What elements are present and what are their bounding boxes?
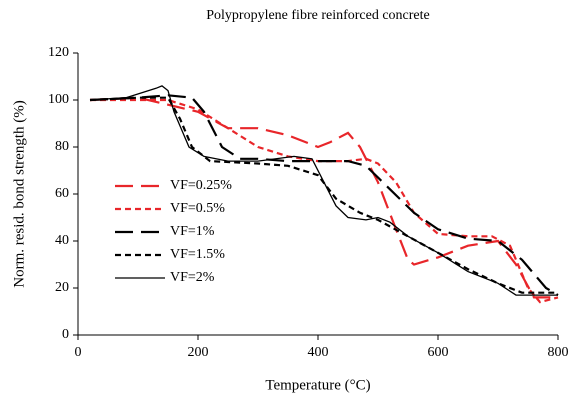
x-tick-label: 200	[188, 345, 209, 360]
y-tick-label: 100	[48, 92, 69, 107]
series-line	[89, 96, 558, 299]
x-axis-label: Temperature (°C)	[265, 377, 370, 393]
y-axis-label: Norm. resid. bond strength (%)	[11, 100, 27, 287]
series-line	[90, 98, 559, 304]
x-tick-label: 400	[308, 345, 329, 360]
y-tick-label: 120	[48, 45, 69, 60]
series-line	[89, 85, 558, 296]
legend-label: VF=1%	[170, 224, 215, 239]
y-tick-label: 80	[55, 139, 69, 154]
x-tick-label: 800	[548, 345, 569, 360]
y-tick-label: 60	[55, 186, 69, 201]
x-tick-label: 600	[428, 345, 449, 360]
legend-label: VF=2%	[170, 270, 215, 285]
legend-label: VF=1.5%	[170, 247, 225, 262]
y-tick-label: 40	[55, 233, 69, 248]
series-line	[89, 94, 559, 297]
x-tick-label: 0	[75, 345, 82, 360]
y-tick-label: 0	[62, 327, 69, 342]
series-line	[89, 96, 558, 294]
legend-label: VF=0.5%	[170, 201, 225, 216]
y-tick-label: 20	[55, 280, 69, 295]
legend-label: VF=0.25%	[170, 178, 232, 193]
chart-title: Polypropylene fibre reinforced concrete	[206, 8, 430, 23]
